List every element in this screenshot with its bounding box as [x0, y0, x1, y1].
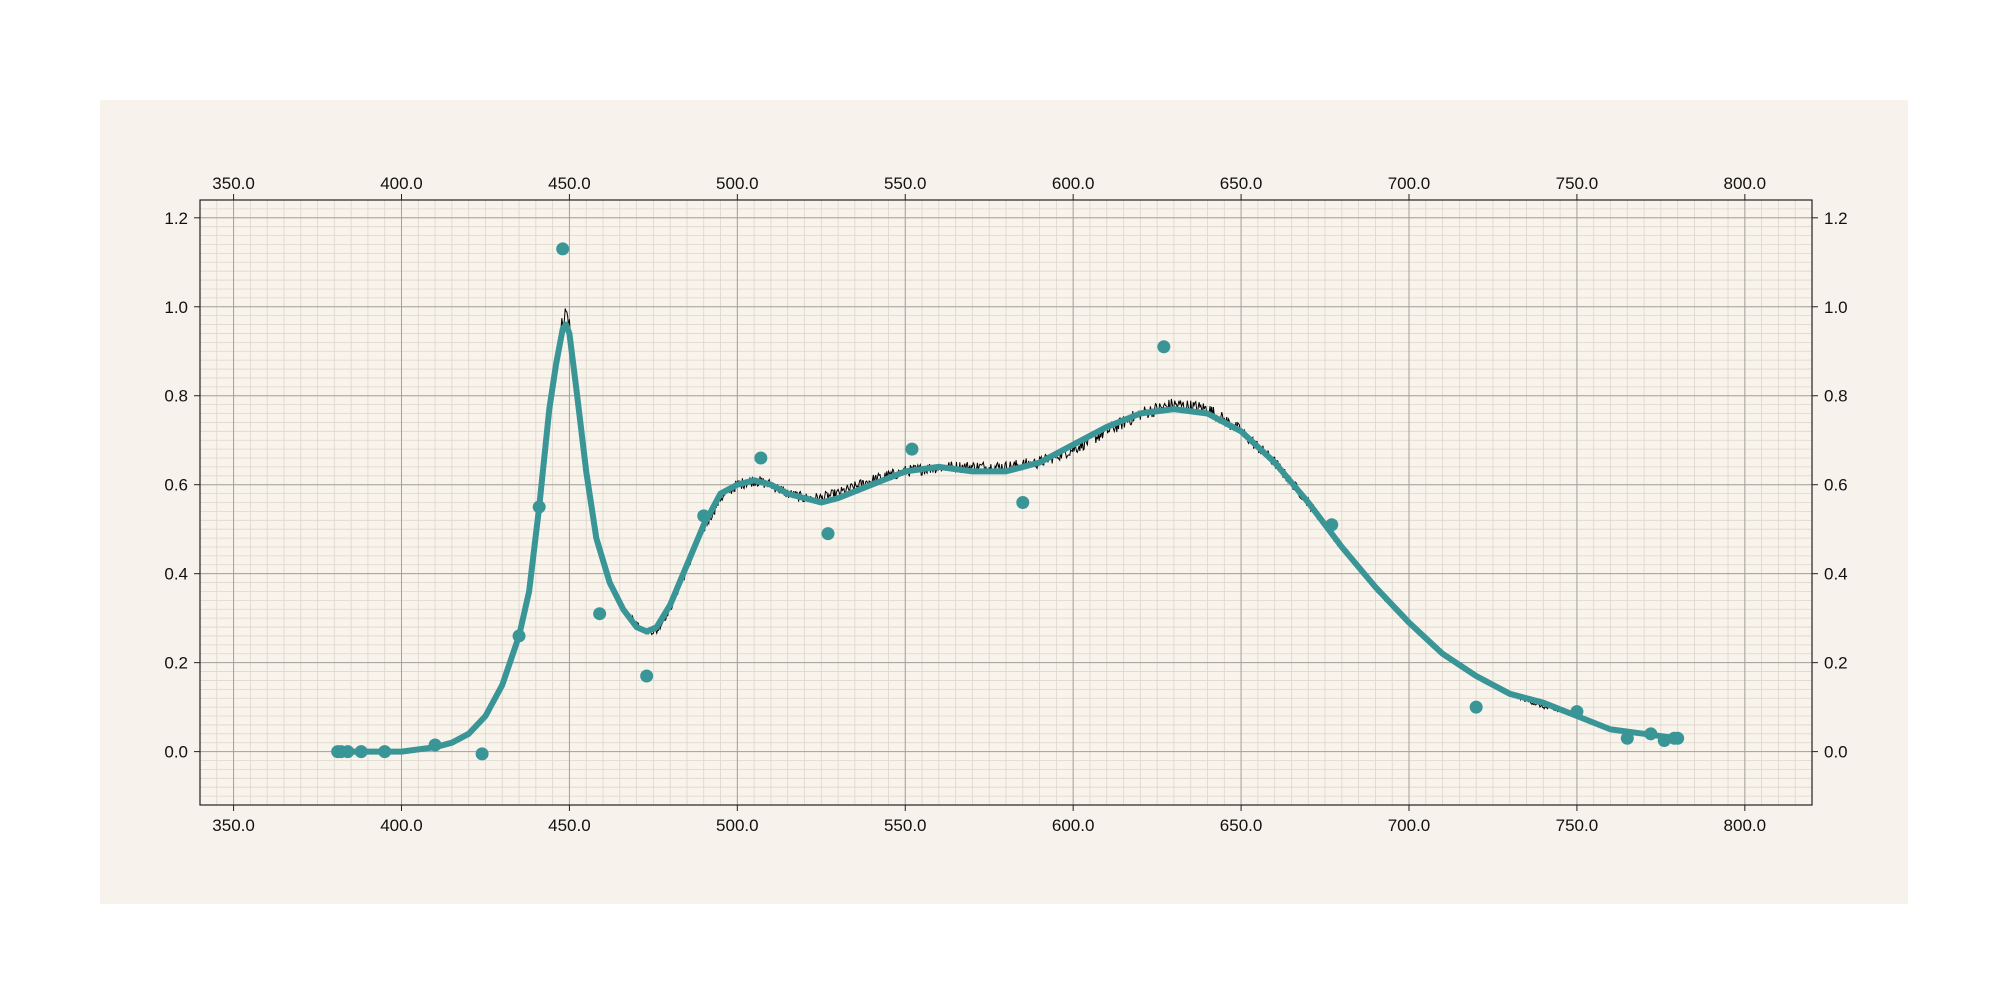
sample-point: [1469, 700, 1483, 714]
sample-point: [475, 747, 489, 761]
y-tick-label-left: 1.0: [164, 298, 188, 317]
sample-point: [754, 451, 768, 465]
sample-point: [821, 527, 835, 541]
y-tick-label-left: 0.0: [164, 743, 188, 762]
x-tick-label-top: 800.0: [1724, 174, 1767, 193]
plot-frame: [199, 199, 1813, 806]
y-tick-label-right: 0.6: [1824, 476, 1848, 495]
series-layer: [331, 308, 1681, 755]
x-tick-label-top: 400.0: [380, 174, 423, 193]
y-tick-label-left: 0.4: [164, 565, 188, 584]
x-tick-label-bottom: 350.0: [212, 816, 255, 835]
sample-point: [428, 738, 442, 752]
x-tick-label-top: 650.0: [1220, 174, 1263, 193]
x-tick-label-bottom: 550.0: [884, 816, 927, 835]
x-tick-label-bottom: 400.0: [380, 816, 423, 835]
x-tick-label-bottom: 450.0: [548, 816, 591, 835]
x-tick-label-top: 750.0: [1556, 174, 1599, 193]
y-tick-label-right: 0.4: [1824, 565, 1848, 584]
x-tick-label-bottom: 600.0: [1052, 816, 1095, 835]
spectrum-chart: 350.0 350.0 400.0 400.0 450.0 450.0 500.0 500.0…: [100, 100, 1908, 904]
sample-point: [532, 500, 546, 514]
x-tick-label-top: 600.0: [1052, 174, 1095, 193]
sample-point: [1620, 731, 1634, 745]
x-tick-label-bottom: 500.0: [716, 816, 759, 835]
y-tick-label-right: 0.8: [1824, 387, 1848, 406]
sample-point: [1325, 518, 1339, 532]
sample-point: [1657, 733, 1671, 747]
sample-point: [341, 745, 355, 759]
sample-point: [1671, 731, 1685, 745]
y-tick-label-right: 1.2: [1824, 209, 1848, 228]
sample-point: [1570, 705, 1584, 719]
x-tick-label-top: 450.0: [548, 174, 591, 193]
sample-point: [1644, 727, 1658, 741]
x-tick-label-top: 700.0: [1388, 174, 1431, 193]
sample-point: [697, 509, 711, 523]
y-tick-label-left: 0.6: [164, 476, 188, 495]
y-tick-label-left: 0.8: [164, 387, 188, 406]
y-tick-label-left: 1.2: [164, 209, 188, 228]
sample-point: [1157, 340, 1171, 354]
x-tick-label-top: 550.0: [884, 174, 927, 193]
sample-point: [378, 745, 392, 759]
y-tick-label-left: 0.2: [164, 654, 188, 673]
figure-panel: 350.0 350.0 400.0 400.0 450.0 450.0 500.0 500.0…: [100, 100, 1908, 904]
y-tick-label-right: 0.2: [1824, 654, 1848, 673]
x-tick-label-top: 500.0: [716, 174, 759, 193]
x-tick-label-bottom: 700.0: [1388, 816, 1431, 835]
axis-ticks: [194, 194, 1818, 811]
major-grid: [200, 200, 1812, 805]
y-tick-label-right: 1.0: [1824, 298, 1848, 317]
y-tick-label-right: 0.0: [1824, 743, 1848, 762]
sample-point: [905, 442, 919, 456]
x-tick-label-bottom: 800.0: [1724, 816, 1767, 835]
x-tick-label-top: 350.0: [212, 174, 255, 193]
sample-point: [512, 629, 526, 643]
sample-point: [640, 669, 654, 683]
sample-point: [556, 242, 570, 256]
smooth-fit-line: [331, 321, 1681, 755]
x-tick-label-bottom: 650.0: [1220, 816, 1263, 835]
sample-point: [593, 607, 607, 621]
axis-tick-labels: 350.0 350.0 400.0 400.0 450.0 450.0 500.0 500.0…: [164, 174, 1847, 835]
x-tick-label-bottom: 750.0: [1556, 816, 1599, 835]
sample-point: [1016, 496, 1030, 509]
scatter-layer: [331, 242, 1685, 761]
sample-point: [354, 745, 368, 759]
